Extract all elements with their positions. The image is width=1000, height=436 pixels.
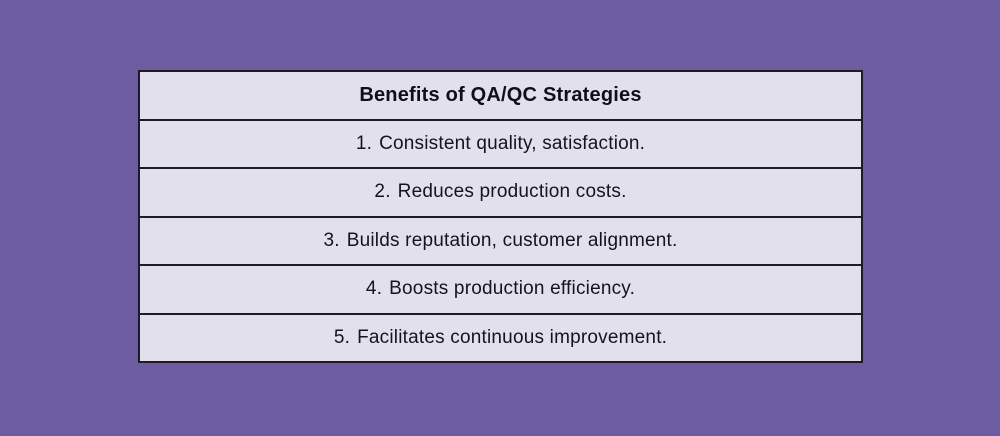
table-row: 4. Boosts production efficiency. xyxy=(140,264,861,313)
row-text: Boosts production efficiency. xyxy=(389,278,636,300)
row-text: Consistent quality, satisfaction. xyxy=(379,132,646,154)
row-text: Facilitates continuous improvement. xyxy=(357,326,668,348)
row-text: Builds reputation, customer alignment. xyxy=(346,229,678,251)
table-row: 5. Facilitates continuous improvement. xyxy=(140,312,861,362)
table-row: 3. Builds reputation, customer alignment… xyxy=(140,215,861,265)
row-number: 3. xyxy=(323,229,340,251)
table-row: 2. Reduces production costs. xyxy=(140,167,861,216)
row-number: 2. xyxy=(374,181,391,203)
row-number: 4. xyxy=(365,278,383,300)
benefits-table: Benefits of QA/QC Strategies 1. Consiste… xyxy=(138,70,863,363)
row-number: 1. xyxy=(355,132,373,154)
table-title: Benefits of QA/QC Strategies xyxy=(359,83,642,106)
table-header-row: Benefits of QA/QC Strategies xyxy=(140,72,861,119)
row-text: Reduces production costs. xyxy=(397,181,627,203)
table-row: 1. Consistent quality, satisfaction. xyxy=(140,118,861,168)
row-number: 5. xyxy=(333,326,351,348)
